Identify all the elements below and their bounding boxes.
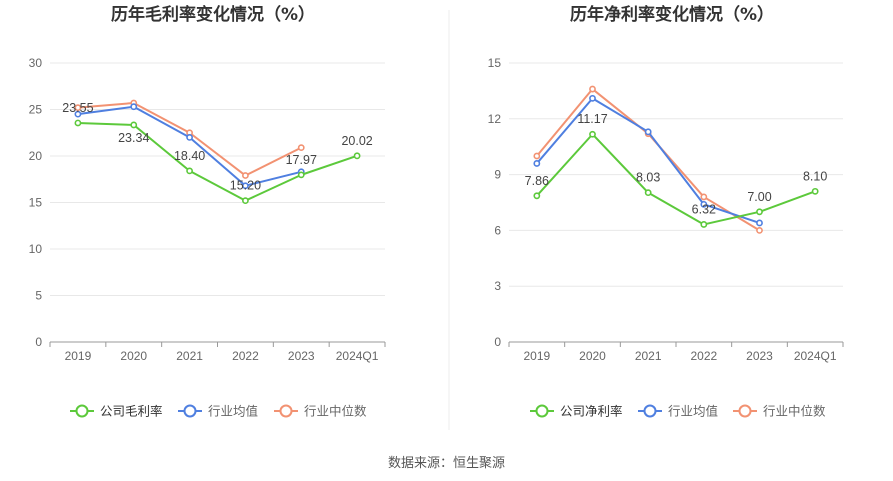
legend-swatch-marker [738,404,752,418]
x-tick-label: 2024Q1 [794,349,837,363]
data-label: 11.17 [577,112,607,126]
data-point-company [353,152,361,160]
y-tick-label: 0 [494,335,501,349]
data-point-industry_median [700,193,708,201]
data-label: 20.02 [341,134,372,148]
legend-swatch-marker [75,404,89,418]
chart-title: 历年毛利率变化情况（%） [111,4,315,25]
data-point-company [533,192,541,200]
data-point-industry_avg [756,219,763,227]
y-tick-label: 5 [35,289,42,303]
legend-label: 行业均值 [208,404,258,419]
data-point-industry_avg [589,94,596,102]
data-point-industry_avg [186,133,193,141]
legend-swatch-marker [643,404,657,418]
y-tick-label: 15 [488,56,502,70]
legend-label: 公司毛利率 [100,404,163,419]
data-source-note: 数据来源：恒生聚源 [387,456,505,471]
legend-swatch-marker [535,404,549,418]
y-tick-label: 25 [29,103,43,117]
data-label: 23.34 [118,131,149,145]
series-line-company [536,133,816,226]
y-tick-label: 9 [494,168,501,182]
gross-margin-chart: 历年毛利率变化情况（%） 0 5 10 15 20 25 30 2019 2020 2021 2022… [29,4,386,419]
x-tick-label: 2019 [65,349,92,363]
y-tick-label: 10 [29,242,43,256]
x-tick-label: 2020 [579,349,606,363]
x-tick-label: 2023 [288,349,315,363]
y-tick-label: 6 [494,223,501,237]
y-tick-label: 12 [488,112,502,126]
data-point-industry_median [74,104,82,112]
data-point-company [74,119,82,127]
legend-swatch-marker [183,404,197,418]
data-point-company [130,121,138,129]
x-tick-label: 2022 [690,349,717,363]
data-label: 18.40 [174,149,205,163]
legend-label: 行业中位数 [304,404,367,419]
data-point-industry_avg [700,200,708,208]
data-point-industry_median [242,172,249,179]
data-point-industry_median [533,152,541,160]
y-tick-label: 20 [29,149,43,163]
data-label: 6.32 [692,202,716,216]
data-point-company [186,167,193,175]
data-point-industry_median [589,85,596,93]
x-tick-label: 2024Q1 [336,349,379,363]
legend-swatch-marker [279,404,293,418]
chart-title: 历年净利率变化情况（%） [570,4,774,25]
legend-label: 公司净利率 [560,404,623,419]
data-point-industry_median [756,226,763,234]
data-label: 23.55 [62,101,93,115]
data-point-industry_avg [533,160,541,167]
data-label: 7.86 [525,174,549,188]
legend-label: 行业中位数 [763,404,826,419]
data-point-industry_median [297,144,305,152]
legend-label: 行业均值 [668,404,718,419]
data-label: 7.00 [747,190,771,204]
data-point-industry_avg [644,128,652,136]
data-point-company [644,189,652,197]
data-point-company [297,171,305,179]
data-label: 8.03 [636,171,660,185]
y-tick-label: 15 [29,196,43,210]
data-label: 17.97 [286,153,317,167]
y-tick-label: 30 [29,56,43,70]
y-tick-label: 3 [494,279,501,293]
x-tick-label: 2019 [523,349,550,363]
data-point-company [700,221,708,228]
data-point-company [811,187,819,195]
x-tick-label: 2021 [635,349,662,363]
y-tick-label: 0 [35,335,42,349]
x-tick-label: 2023 [746,349,773,363]
data-point-industry_avg [74,110,82,118]
series-line-company [77,121,358,202]
x-tick-label: 2022 [232,349,259,363]
data-point-industry_avg [130,103,138,111]
data-label: 15.20 [230,179,261,193]
x-tick-label: 2021 [176,349,203,363]
data-label: 8.10 [803,169,827,183]
data-point-company [589,130,596,138]
data-point-industry_avg [242,182,249,190]
data-point-company [242,197,249,205]
net-margin-chart: 历年净利率变化情况（%） 0 3 6 9 12 15 2019 2020 2021 2022 2023… [488,4,844,419]
data-point-company [756,208,763,216]
x-tick-label: 2020 [120,349,147,363]
